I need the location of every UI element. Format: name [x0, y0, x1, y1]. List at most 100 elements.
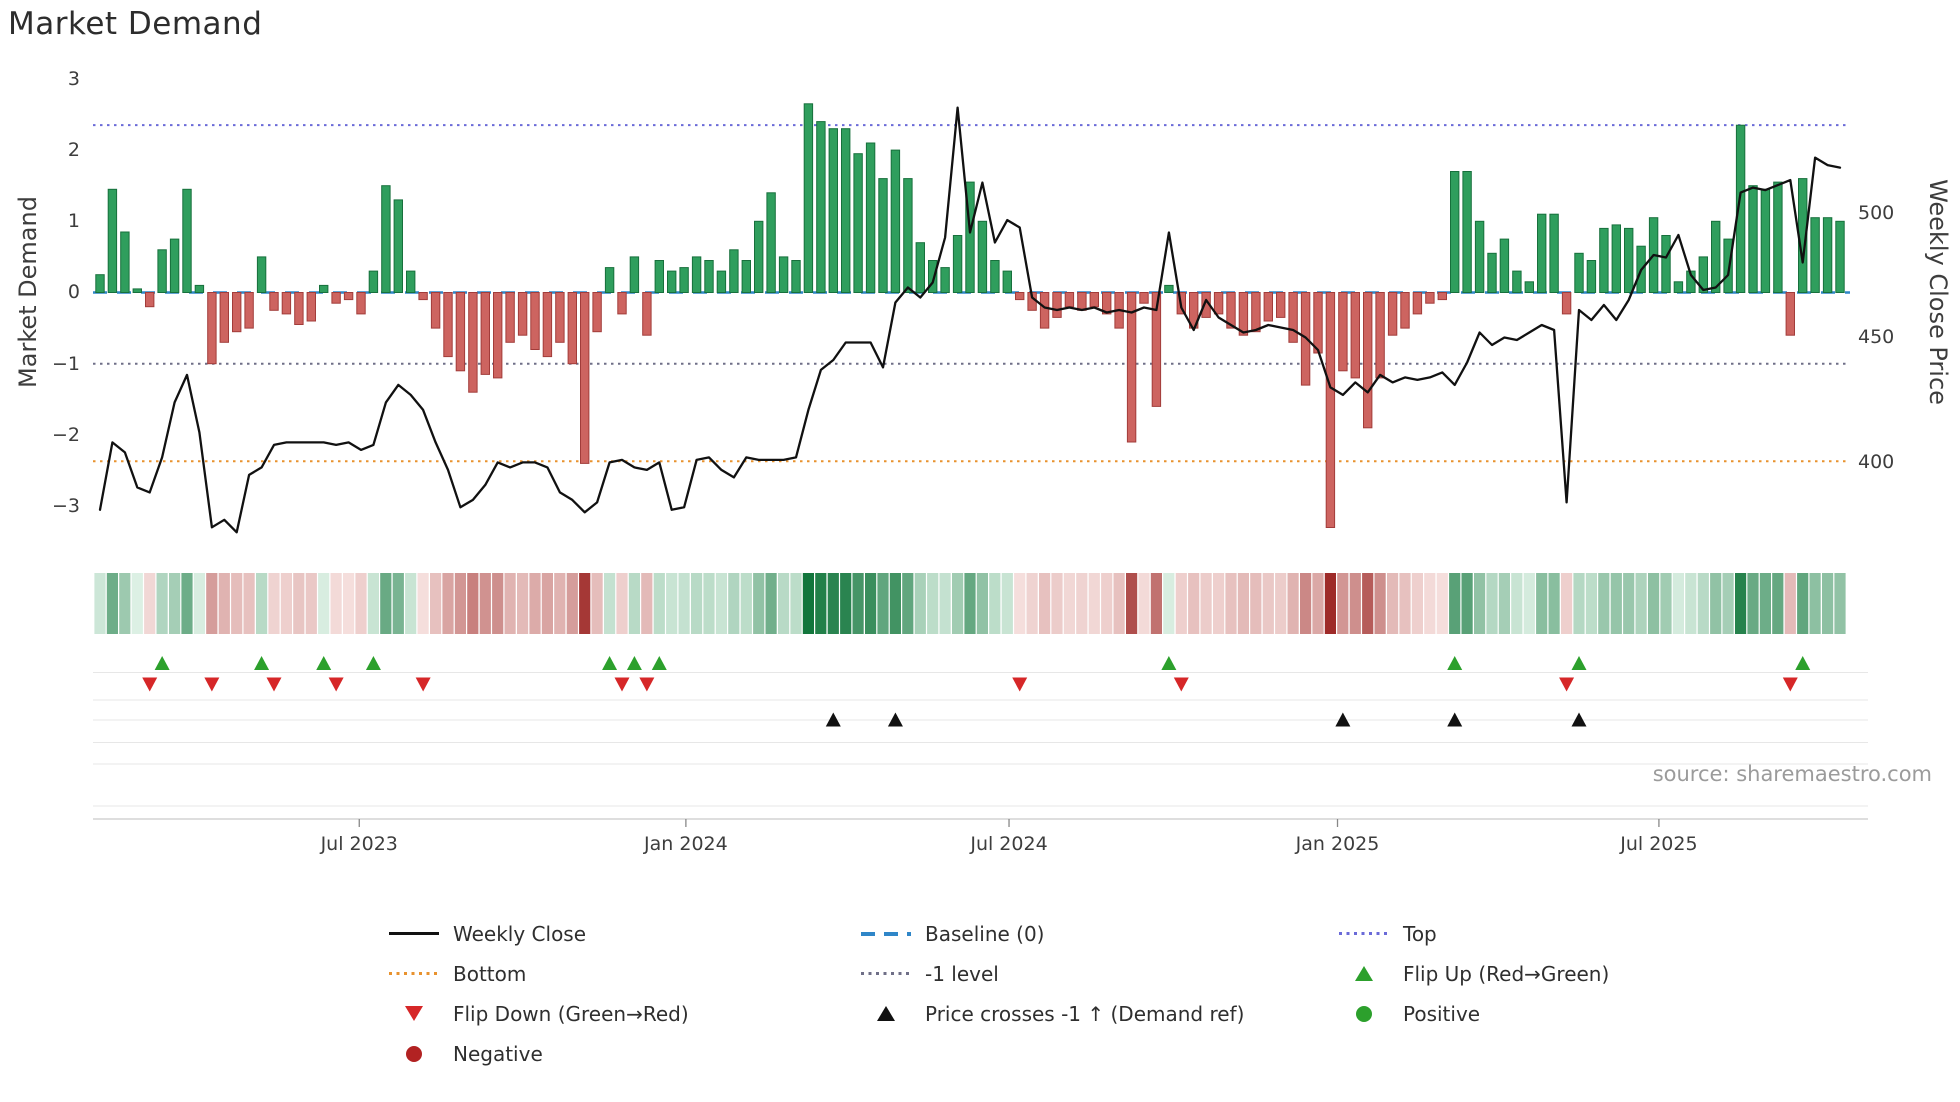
heatmap-cell [604, 573, 616, 634]
heatmap-cell [268, 573, 280, 634]
heatmap-cell [280, 573, 292, 634]
source-attribution: source: sharemaestro.com [1652, 762, 1932, 786]
heatmap-cell [1237, 573, 1249, 634]
demand-bar [965, 181, 975, 294]
demand-bar [256, 256, 267, 293]
demand-bar [1313, 292, 1323, 354]
demand-bar [729, 249, 739, 294]
demand-bar [132, 288, 143, 293]
demand-bar [1077, 292, 1087, 311]
heatmap-cell [181, 573, 193, 634]
x-axis-tick-jan-2025: Jan 2025 [1295, 833, 1380, 855]
demand-bar [928, 260, 938, 293]
heatmap-cell [1585, 573, 1597, 634]
price-cross-marker [887, 712, 903, 727]
flip-down-marker [328, 677, 344, 692]
heatmap-cell [1523, 573, 1535, 634]
demand-bar [157, 249, 167, 294]
price-cross-marker [1571, 712, 1587, 727]
heatmap-cell [1362, 573, 1374, 634]
right-axis-tick: 450 [1858, 326, 1895, 348]
demand-bar [1437, 292, 1447, 301]
heatmap-cell [1747, 573, 1759, 634]
flip-up-marker [602, 656, 618, 670]
heatmap-cell [989, 573, 1001, 634]
legend-label: Flip Down (Green→Red) [453, 1001, 689, 1026]
heatmap-cell [1126, 573, 1138, 634]
legend-label: Negative [453, 1041, 543, 1066]
demand-bar [1015, 292, 1025, 301]
demand-bar [890, 149, 901, 293]
heatmap-cell [1809, 573, 1821, 634]
heatmap-cell [778, 573, 790, 634]
heatmap-cell [1088, 573, 1100, 634]
heatmap-cell [1188, 573, 1200, 634]
demand-bar [393, 199, 404, 293]
heatmap-cell [454, 573, 466, 634]
flip-up-marker [254, 656, 270, 670]
left-axis-tick: 1 [67, 210, 80, 232]
right-axis-tick: 500 [1858, 202, 1895, 224]
heatmap-cell [293, 573, 305, 634]
left-axis-tick: −2 [51, 424, 80, 446]
x-axis-tick-jul-2025: Jul 2025 [1620, 833, 1698, 855]
heatmap-cell [1225, 573, 1237, 634]
heatmap-cell [1113, 573, 1125, 634]
heatmap-cell [417, 573, 429, 634]
demand-bar [1487, 252, 1497, 294]
heatmap-cell [1275, 573, 1287, 634]
demand-bar [754, 220, 764, 293]
heatmap-cell [1213, 573, 1225, 634]
heatmap-cell [802, 573, 814, 634]
heatmap-cell [1411, 573, 1423, 634]
flip-down-marker [1012, 677, 1028, 692]
heatmap-cell [169, 573, 181, 634]
heatmap-cell [1548, 573, 1560, 634]
demand-bar [841, 128, 851, 293]
demand-bar [567, 292, 577, 365]
demand-bar [455, 292, 466, 372]
legend-item-top: Top [1338, 920, 1768, 947]
demand-bar [1760, 188, 1771, 293]
demand-bar [430, 292, 441, 329]
flip-down-marker [614, 677, 630, 692]
demand-bar [244, 292, 254, 329]
heatmap-cell [914, 573, 926, 634]
heatmap-cell [927, 573, 939, 634]
heatmap-cell [1474, 573, 1486, 634]
flip-down-marker [142, 677, 158, 692]
heatmap-cell [1822, 573, 1834, 634]
demand-bar [1735, 124, 1746, 293]
demand-bar [604, 267, 615, 294]
heatmap-cell [1648, 573, 1660, 634]
demand-bar [952, 235, 963, 293]
flip-up-marker [154, 656, 170, 670]
demand-bar [1822, 217, 1833, 293]
heatmap-cell [691, 573, 703, 634]
demand-bar [1586, 260, 1597, 293]
heatmap-cell [1660, 573, 1672, 634]
left-axis-tick: −1 [51, 353, 80, 375]
demand-bar [381, 185, 391, 293]
heatmap-cell [1710, 573, 1722, 634]
heatmap-cell [305, 573, 317, 634]
demand-bar [791, 260, 801, 293]
demand-bar [704, 260, 714, 293]
price-cross-marker [1335, 712, 1351, 727]
demand-bar [816, 121, 826, 293]
demand-bar [1238, 292, 1249, 336]
heatmap-cell [1498, 573, 1510, 634]
heatmap-cell [144, 573, 156, 634]
demand-bar [182, 188, 192, 293]
demand-bar [1785, 292, 1795, 336]
flip-down-marker [639, 677, 655, 692]
demand-bar [269, 292, 279, 311]
demand-bar [1810, 217, 1820, 293]
demand-bar [940, 267, 950, 294]
heatmap-cell [1324, 573, 1336, 634]
heatmap-cell [343, 573, 355, 634]
demand-bar [1462, 171, 1472, 293]
bottom-dotted-swatch [389, 972, 439, 975]
demand-bar [1549, 213, 1559, 293]
heatmap-cell [392, 573, 404, 634]
